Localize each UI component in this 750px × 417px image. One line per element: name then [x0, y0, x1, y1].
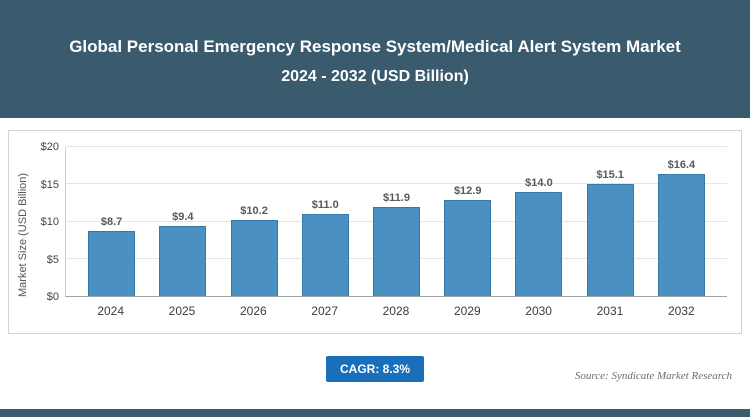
source-text: Source: Syndicate Market Research	[574, 370, 732, 382]
y-axis-ticks: $0 $5 $10 $15 $20	[31, 141, 65, 303]
chart-subtitle: 2024 - 2032 (USD Billion)	[281, 68, 469, 86]
x-axis-label: 2024	[97, 304, 125, 318]
bar-value-label: $9.4	[172, 210, 194, 223]
x-axis-label: 2030	[525, 304, 552, 318]
bar-group: $8.7	[76, 147, 147, 296]
bar-value-label: $16.4	[667, 158, 696, 171]
bar	[88, 231, 136, 296]
chart-container: Market Size (USD Billion) $0 $5 $10 $15 $20 …	[8, 130, 742, 334]
bar	[230, 220, 278, 296]
x-axis-label: 2025	[168, 304, 196, 318]
bar	[372, 207, 420, 296]
y-tick-label: $0	[46, 291, 59, 303]
y-tick-label: $20	[40, 141, 59, 153]
bar-value-label: $10.2	[240, 205, 268, 218]
x-axis-label: 2026	[239, 304, 267, 318]
gridline	[66, 183, 727, 185]
x-axis-label: 2031	[596, 304, 624, 318]
bar-group: $14.0	[503, 147, 574, 296]
bar-value-label: $12.9	[453, 184, 482, 197]
bars: $8.7 $9.4 $10.2 $11.0 $11.9 $12.9 $14.0 $15.1 $1…	[66, 147, 727, 296]
cagr-badge: CAGR: 8.3%	[325, 356, 424, 382]
bar-group: $11.0	[290, 147, 361, 296]
bar-value-label: $11.9	[383, 192, 410, 205]
y-tick-label: $15	[40, 178, 59, 191]
bar-value-label: $15.1	[596, 168, 624, 181]
bar	[301, 214, 349, 296]
bar-value-label: $11.0	[311, 199, 339, 212]
x-axis-label: 2028	[382, 304, 410, 318]
bar	[159, 225, 207, 296]
x-axis-label: 2032	[667, 304, 695, 318]
bar	[515, 191, 563, 296]
bar	[657, 173, 705, 296]
chart-title: Global Personal Emergency Response Syste…	[69, 36, 681, 56]
bar	[444, 199, 492, 296]
bar-group: $9.4	[147, 147, 218, 296]
gridline	[66, 146, 727, 147]
bar-group: $10.2	[218, 147, 289, 296]
bottom-accent-bar	[0, 409, 750, 417]
plot-area: $8.7 $9.4 $10.2 $11.0 $11.9 $12.9 $14.0 $15.1 $1…	[65, 146, 727, 297]
bar-group: $12.9	[432, 147, 503, 296]
chart-footer: CAGR: 8.3% Source: Syndicate Market Rese…	[0, 354, 750, 384]
chart-header: Global Personal Emergency Response Syste…	[0, 0, 750, 118]
bar-group: $16.4	[646, 147, 717, 296]
bar-value-label: $8.7	[100, 216, 123, 229]
y-tick-label: $10	[40, 216, 59, 228]
x-axis-label: 2029	[453, 304, 481, 318]
x-axis-labels: 2024 2025 2026 2027 2028 2029 2030 2031 2032	[65, 304, 727, 318]
bar-group: $15.1	[575, 147, 646, 296]
y-tick-label: $5	[46, 253, 59, 266]
bar	[586, 183, 634, 296]
x-axis-label: 2027	[311, 304, 338, 318]
bar-value-label: $14.0	[525, 176, 553, 189]
y-axis-title: Market Size (USD Billion)	[17, 172, 29, 298]
bar-group: $11.9	[361, 147, 432, 296]
